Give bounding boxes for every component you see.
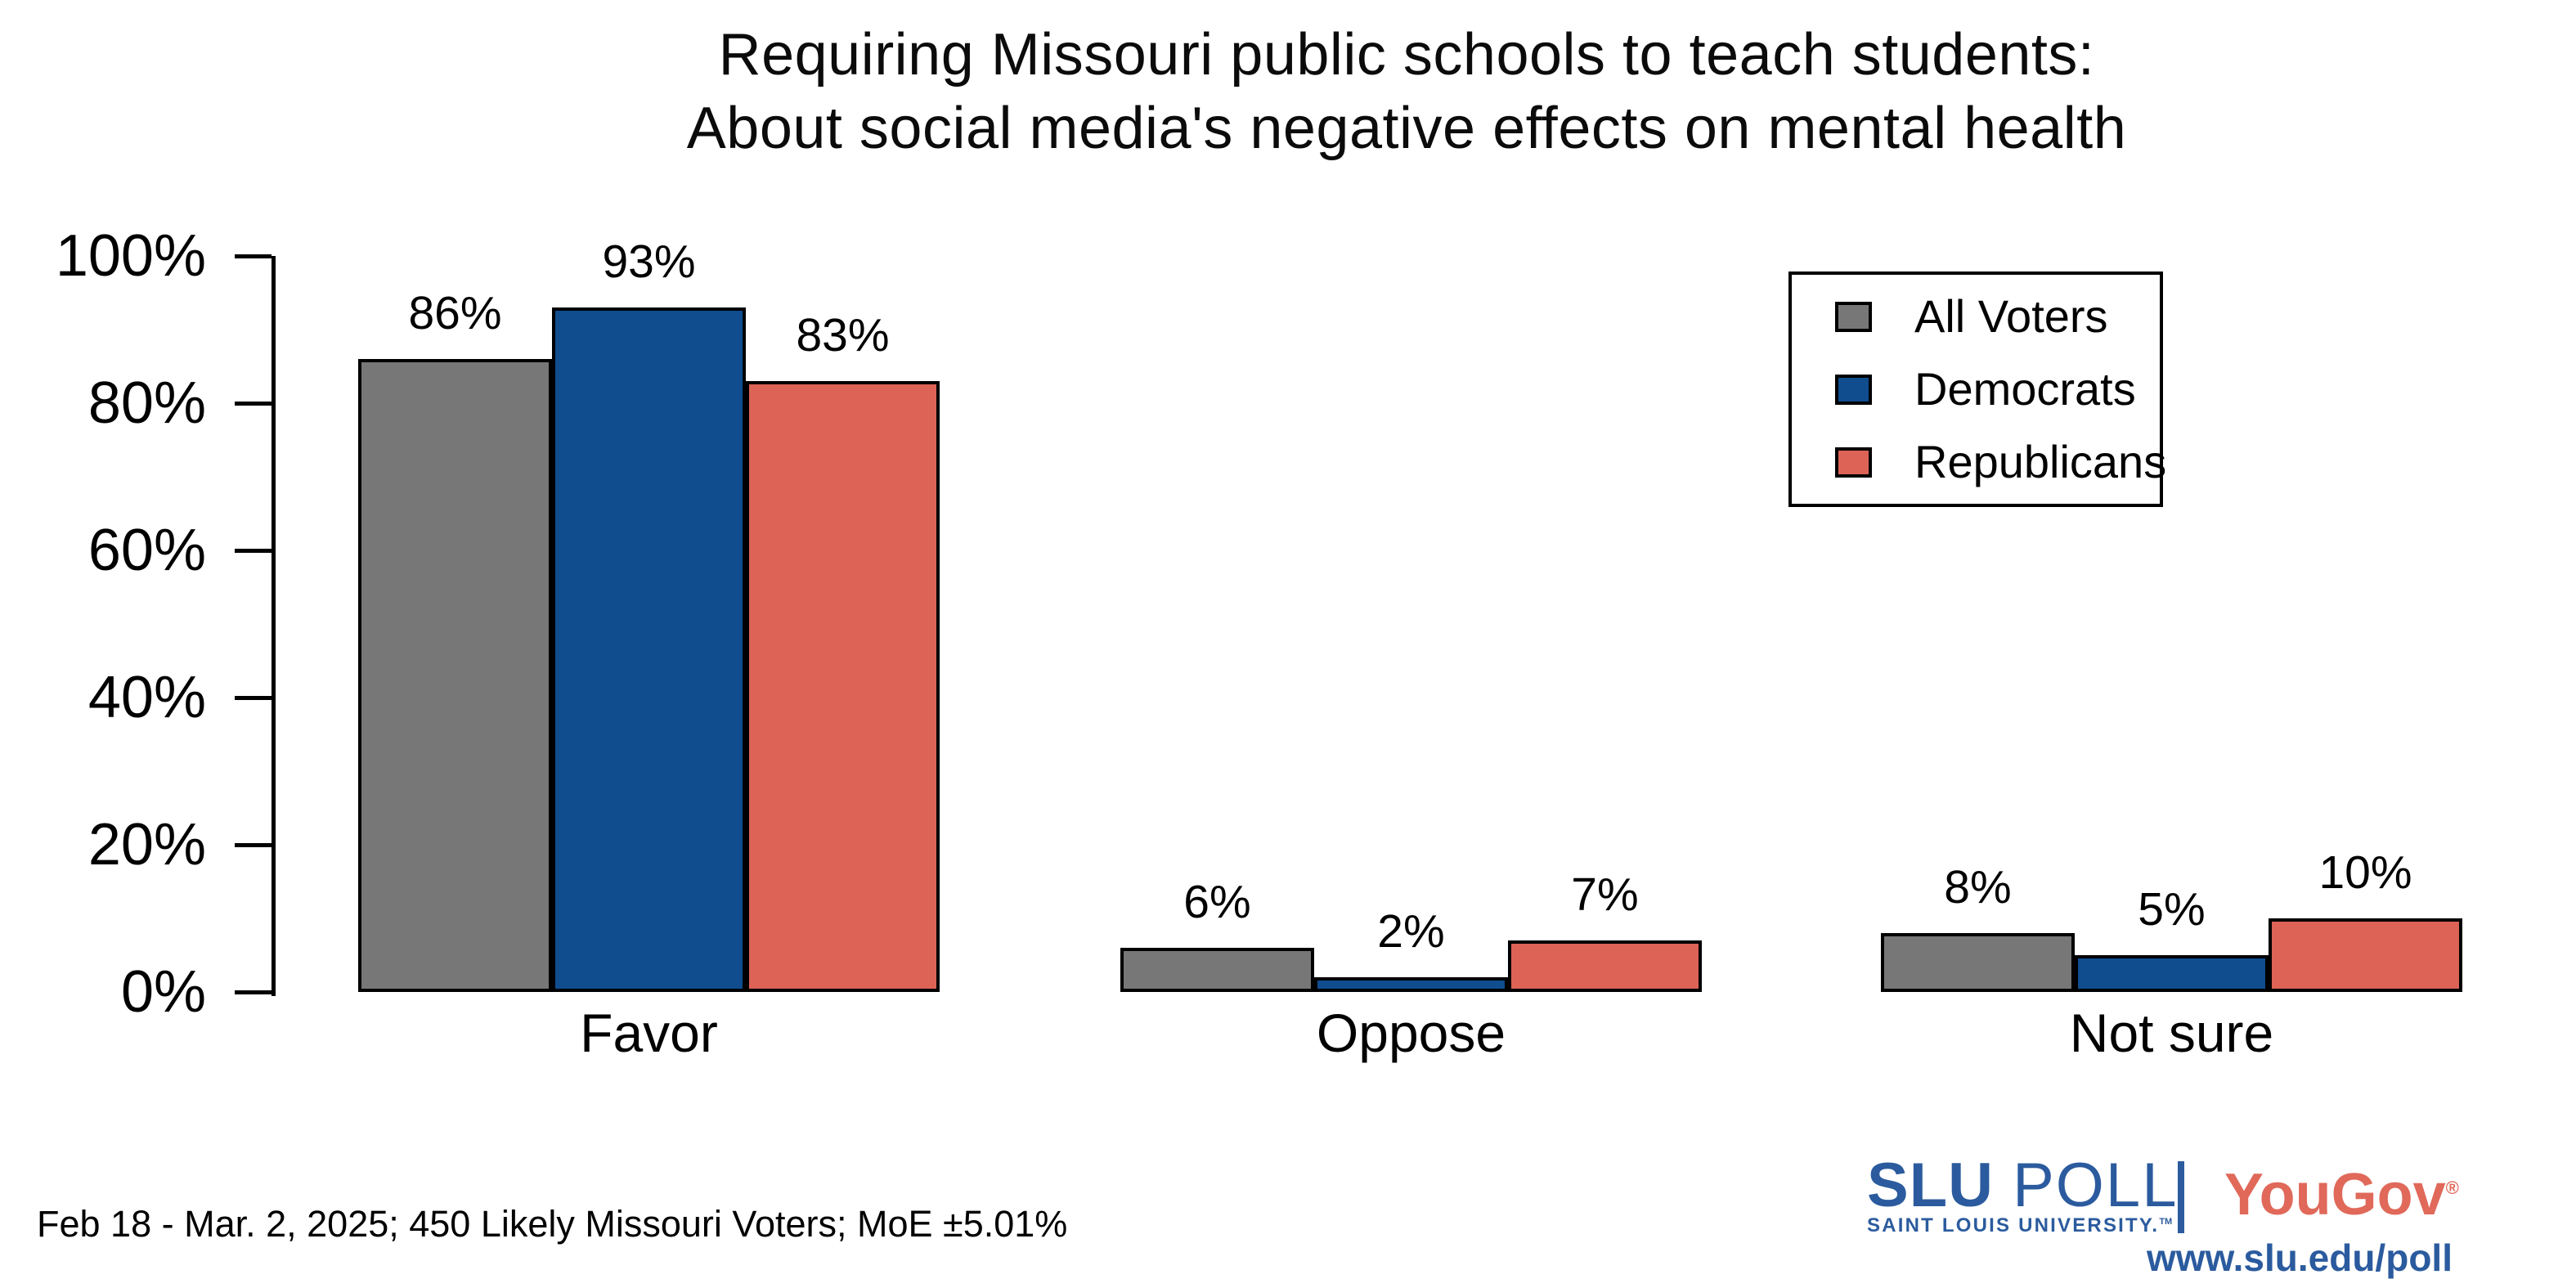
y-axis-tick [235, 402, 272, 406]
bar-value-label: 5% [2138, 883, 2206, 936]
bar-value-label: 8% [1944, 861, 2012, 913]
legend-item-republicans: Republicans [1835, 439, 2166, 485]
y-axis-tick [235, 990, 272, 994]
y-axis-line [272, 256, 276, 996]
bar-value-label: 6% [1183, 876, 1251, 928]
registered-symbol: ® [2445, 1178, 2459, 1198]
legend-item-all-voters: All Voters [1835, 294, 2160, 339]
y-axis-tick [235, 696, 272, 700]
bar-oppose-democrats [1314, 977, 1508, 992]
bar-value-label: 10% [2318, 846, 2412, 899]
legend-item-democrats: Democrats [1835, 366, 2160, 412]
legend-swatch-icon [1835, 447, 1872, 478]
footer-note: Feb 18 - Mar. 2, 2025; 450 Likely Missou… [37, 1203, 1068, 1245]
bar-favor-republicans [746, 381, 940, 992]
bar-favor-democrats [552, 307, 746, 992]
x-axis-category-label: Favor [580, 1003, 718, 1063]
yougov-logo: YouGov® [2224, 1162, 2459, 1227]
y-axis-tick-label: 0% [120, 959, 206, 1025]
x-axis-category-label: Not sure [2069, 1003, 2274, 1063]
chart-title-line2: About social media's negative effects on… [686, 96, 2127, 161]
y-axis-tick [235, 254, 272, 258]
bar-oppose-republicans [1508, 940, 1702, 992]
legend-swatch-icon [1835, 374, 1872, 405]
bar-value-label: 83% [796, 309, 890, 361]
chart-title: Requiring Missouri public schools to tea… [278, 18, 2535, 165]
slu-poll-logo: SLU POLL [1867, 1155, 2178, 1217]
trademark-symbol: TM [2159, 1217, 2173, 1227]
bar-favor-all-voters [358, 359, 552, 992]
bar-value-label: 86% [408, 287, 502, 339]
bar-value-label: 2% [1377, 905, 1445, 958]
y-axis-tick-label: 40% [88, 665, 206, 730]
slu-poll-logo-poll: POLL [1994, 1151, 2179, 1220]
y-axis-tick-label: 100% [55, 223, 206, 289]
chart-title-line1: Requiring Missouri public schools to tea… [718, 22, 2095, 88]
bar-not-sure-democrats [2075, 955, 2269, 992]
legend-label: All Voters [1914, 290, 2108, 342]
bar-value-label: 7% [1571, 868, 1639, 921]
y-axis-tick [235, 549, 272, 553]
legend-swatch-icon [1835, 301, 1872, 332]
bar-value-label: 93% [602, 236, 696, 288]
bar-not-sure-republicans [2269, 918, 2462, 992]
y-axis-tick-label: 20% [88, 812, 206, 877]
y-axis-tick [235, 843, 272, 847]
legend-label: Democrats [1914, 363, 2136, 415]
y-axis-tick-label: 60% [88, 518, 206, 583]
legend: All Voters Democrats Republicans [1788, 272, 2166, 507]
legend-label: Republicans [1914, 436, 2167, 487]
bar-not-sure-all-voters [1881, 933, 2075, 992]
x-axis-category-label: Oppose [1316, 1003, 1506, 1063]
brand-divider [2178, 1161, 2184, 1233]
slu-poll-url: www.slu.edu/poll [2147, 1236, 2453, 1279]
bar-oppose-all-voters [1120, 948, 1314, 992]
y-axis-tick-label: 80% [88, 370, 206, 436]
slu-university-label: SAINT LOUIS UNIVERSITY.TM [1867, 1214, 2173, 1236]
slu-poll-logo-slu: SLU [1867, 1151, 1994, 1220]
